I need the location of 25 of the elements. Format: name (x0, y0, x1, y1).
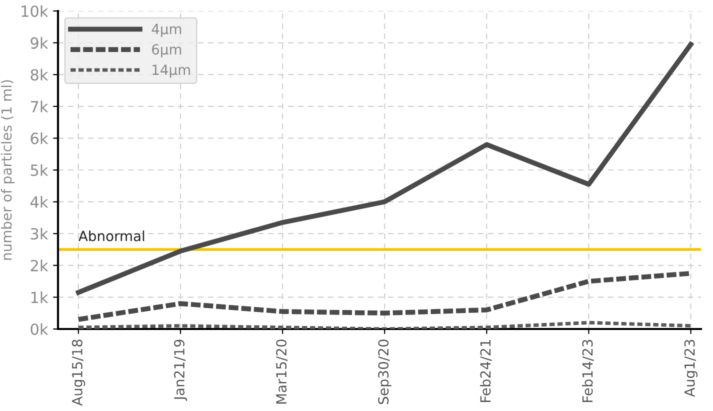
y-tick-label: 9k (30, 36, 48, 49)
y-tick-label: 4k (30, 196, 48, 208)
line-series (76, 42, 694, 295)
x-tick-label: Aug1/23 (684, 340, 698, 397)
y-tick-label: 0k (30, 323, 48, 336)
x-tick-label: Feb14/23 (582, 340, 594, 402)
x-tick-label: Feb24/21 (480, 340, 492, 402)
x-tick-label: Sep30/20 (378, 340, 392, 404)
legend-label: 6μm (152, 44, 182, 58)
y-tick-label: 3k (30, 228, 48, 240)
y-axis-title: number of particles (1 ml) (0, 80, 14, 260)
legend-label: 14μm (152, 64, 190, 78)
line-series (76, 320, 693, 329)
y-tick-label: 1k (31, 291, 48, 304)
y-tick-label: 10k (22, 5, 48, 18)
x-tick-label: Jan21/19 (174, 340, 188, 401)
x-tick-label: Mar15/20 (276, 340, 288, 404)
legend-label: 4μm (152, 24, 182, 37)
ref-line-label: Abnormal (78, 230, 144, 242)
y-tick-label: 5k (30, 164, 48, 176)
y-tick-label: 8k (30, 68, 48, 81)
x-tick-label: Aug15/18 (72, 340, 86, 406)
y-tick-label: 7k (30, 100, 48, 112)
y-tick-label: 2k (30, 260, 48, 272)
y-tick-label: 6k (30, 132, 48, 144)
